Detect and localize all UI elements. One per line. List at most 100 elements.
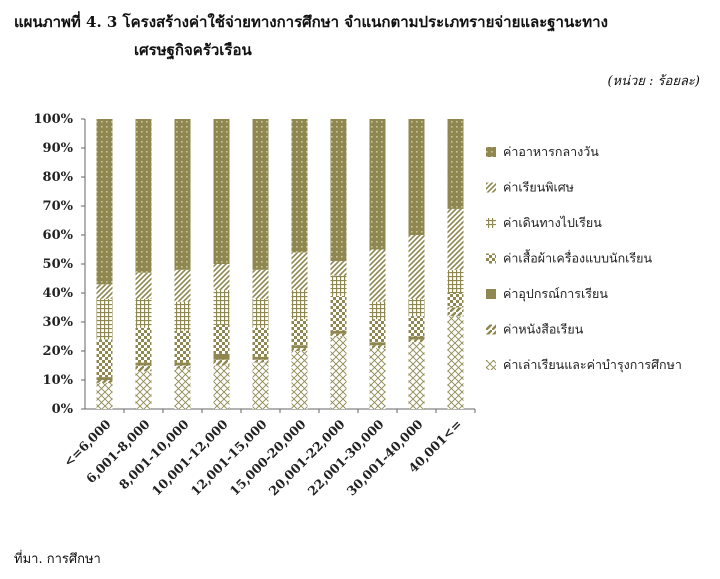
bar-segment-check: [96, 339, 113, 378]
bar-segment-solid: [252, 356, 269, 360]
legend-label: ค่าเล่าเรียนและค่าบำรุงการศึกษา: [503, 357, 682, 373]
bar-segment-cross: [291, 351, 308, 409]
bar-segment-solid: [96, 377, 113, 380]
bar-segment-stripe: [369, 249, 386, 302]
bar-segment-grid: [174, 301, 191, 331]
bar-segment-solid: [408, 336, 425, 340]
legend-label: ค่าเดินทางไปเรียน: [503, 215, 602, 230]
bar-segment-diag: [330, 333, 347, 337]
bar-segment-grid: [96, 298, 113, 340]
bar-segment-check: [252, 327, 269, 357]
y-tick-label: 80%: [43, 170, 74, 185]
bar-segment-dots: [369, 119, 386, 250]
bar-segment-stripe: [213, 264, 230, 291]
bar-segment-grid: [408, 298, 425, 317]
bar-segment-stripe: [96, 284, 113, 299]
bar-segment-check: [408, 316, 425, 337]
y-tick-label: 50%: [43, 257, 74, 272]
bar-segment-check: [135, 327, 152, 363]
y-tick-label: 90%: [43, 141, 74, 156]
chart-title-line2: เศรษฐกิจครัวเรือน: [134, 41, 252, 59]
stacked-bar-chart: 0%10%20%30%40%50%60%70%80%90%100%<=6,000…: [34, 112, 682, 498]
bar-segment-diag: [135, 365, 152, 372]
y-tick-label: 0%: [52, 402, 74, 417]
bar-segment-grid: [369, 301, 386, 320]
bar-segment-solid: [369, 342, 386, 346]
bar-segment-check: [213, 324, 230, 354]
bar-segment-stripe: [174, 269, 191, 302]
bar-segment-grid: [447, 269, 464, 293]
bar-segment-grid: [135, 298, 152, 328]
legend-label: ค่าเสื้อผ้าเครื่องแบบนักเรียน: [503, 249, 652, 266]
bar-segment-solid: [330, 330, 347, 334]
y-tick-label: 60%: [43, 228, 74, 243]
bar-segment-dots: [330, 119, 347, 262]
legend-swatch-diag: [486, 324, 496, 335]
legend-swatch-cross: [486, 360, 496, 370]
source-note: ที่มา. การศึกษา: [14, 552, 101, 567]
bar-segment-stripe: [330, 261, 347, 276]
bar-segment-dots: [96, 119, 113, 285]
legend-swatch-grid: [486, 218, 496, 228]
bar-segment-dots: [213, 119, 230, 264]
bar-segment-diag: [252, 359, 269, 363]
bar-segment-dots: [174, 119, 191, 270]
legend-swatch-stripe: [486, 182, 496, 193]
bar-segment-dots: [135, 119, 152, 273]
bar-segment-cross: [96, 382, 113, 409]
bar-segment-cross: [330, 336, 347, 409]
bar-segment-check: [369, 319, 386, 343]
bar-segment-stripe: [252, 269, 269, 299]
bar-segment-dots: [408, 119, 425, 235]
bar-segment-dots: [447, 119, 464, 209]
y-tick-label: 20%: [43, 344, 74, 359]
y-tick-label: 10%: [43, 373, 74, 388]
bar-segment-diag: [96, 380, 113, 383]
bar-segment-stripe: [135, 272, 152, 299]
bar-segment-dots: [291, 119, 308, 253]
bar-segment-solid: [174, 362, 191, 366]
bar-segment-cross: [408, 342, 425, 409]
bar-segment-check: [447, 293, 464, 308]
legend-swatch-check: [486, 253, 496, 264]
x-category-label: 8,001-10,000: [116, 416, 192, 492]
bar-segment-solid: [291, 345, 308, 349]
bar-segment-grid: [252, 298, 269, 328]
bar-segment-solid: [135, 362, 152, 366]
legend-label: ค่าเรียนพิเศษ: [503, 180, 574, 195]
bar-segment-cross: [135, 371, 152, 409]
bar-segment-check: [174, 330, 191, 363]
bar-segment-dots: [252, 119, 269, 270]
bar-segment-check: [291, 319, 308, 346]
chart-title-line1: แผนภาพที่ 4. 3 โครงสร้างค่าใช้จ่ายทางการ…: [14, 13, 608, 31]
bar-segment-diag: [174, 365, 191, 369]
y-tick-label: 100%: [34, 112, 74, 127]
legend-label: ค่าหนังสือเรียน: [503, 322, 584, 337]
bar-segment-grid: [330, 275, 347, 296]
legend-swatch-solid: [486, 289, 496, 299]
bar-segment-diag: [447, 307, 464, 317]
bar-segment-diag: [291, 348, 308, 351]
bar-segment-diag: [369, 345, 386, 349]
y-tick-label: 30%: [43, 315, 74, 330]
bar-segment-stripe: [408, 235, 425, 299]
bar-segment-stripe: [291, 252, 308, 291]
bar-segment-cross: [447, 316, 464, 409]
legend-swatch-dots: [486, 147, 496, 157]
bar-segment-cross: [213, 365, 230, 409]
bar-segment-grid: [291, 290, 308, 320]
unit-label: (หน่วย : ร้อยละ): [607, 74, 700, 89]
bar-segment-stripe: [447, 208, 464, 270]
legend-label: ค่าอุปกรณ์การเรียน: [503, 286, 608, 302]
bar-segment-cross: [369, 348, 386, 409]
bar-segment-diag: [213, 359, 230, 366]
legend-label: ค่าอาหารกลางวัน: [503, 144, 599, 159]
bar-segment-solid: [213, 353, 230, 360]
bar-segment-check: [330, 295, 347, 331]
bar-segment-grid: [213, 290, 230, 325]
y-tick-label: 70%: [43, 199, 74, 214]
y-tick-label: 40%: [43, 286, 74, 301]
bar-segment-cross: [174, 368, 191, 409]
bar-segment-diag: [408, 339, 425, 343]
bar-segment-cross: [252, 362, 269, 409]
